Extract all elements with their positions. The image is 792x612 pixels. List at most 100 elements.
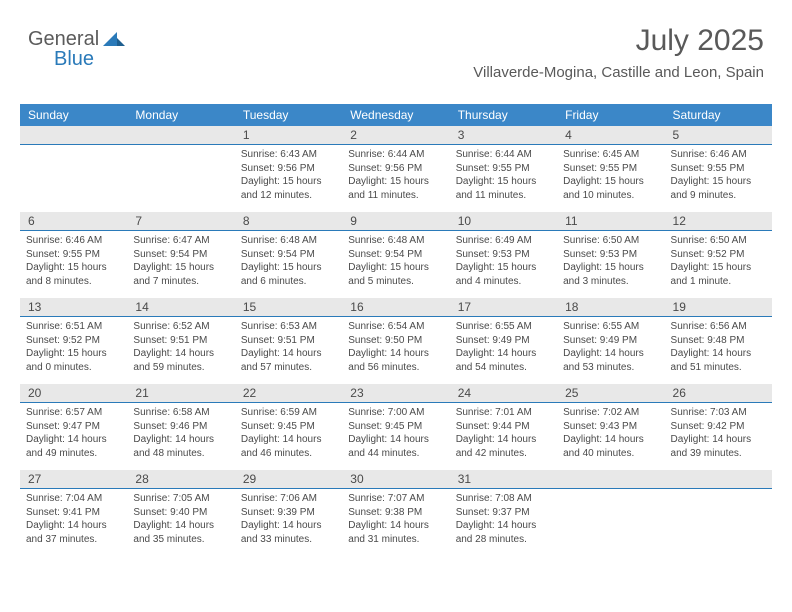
day-header-monday: Monday: [127, 104, 234, 126]
day-detail-line: Sunset: 9:50 PM: [348, 334, 443, 348]
day-number: 19: [665, 298, 772, 317]
day-detail-line: Sunrise: 7:04 AM: [26, 492, 121, 506]
day-number: 24: [450, 384, 557, 403]
day-detail-line: Sunrise: 6:57 AM: [26, 406, 121, 420]
day-details: Sunrise: 6:51 AMSunset: 9:52 PMDaylight:…: [20, 317, 127, 380]
day-number: 11: [557, 212, 664, 231]
day-detail-line: and 42 minutes.: [456, 447, 551, 461]
day-detail-line: Sunset: 9:49 PM: [563, 334, 658, 348]
day-detail-line: and 10 minutes.: [563, 189, 658, 203]
day-detail-line: Sunrise: 7:05 AM: [133, 492, 228, 506]
day-detail-line: Sunset: 9:55 PM: [563, 162, 658, 176]
day-details: Sunrise: 6:44 AMSunset: 9:56 PMDaylight:…: [342, 145, 449, 208]
day-details: Sunrise: 6:44 AMSunset: 9:55 PMDaylight:…: [450, 145, 557, 208]
day-details: Sunrise: 7:01 AMSunset: 9:44 PMDaylight:…: [450, 403, 557, 466]
day-detail-line: and 4 minutes.: [456, 275, 551, 289]
day-cell: 16Sunrise: 6:54 AMSunset: 9:50 PMDayligh…: [342, 298, 449, 384]
day-details: Sunrise: 7:08 AMSunset: 9:37 PMDaylight:…: [450, 489, 557, 552]
day-detail-line: and 9 minutes.: [671, 189, 766, 203]
day-cell: 30Sunrise: 7:07 AMSunset: 9:38 PMDayligh…: [342, 470, 449, 556]
day-cell: 8Sunrise: 6:48 AMSunset: 9:54 PMDaylight…: [235, 212, 342, 298]
day-detail-line: Daylight: 15 hours: [563, 261, 658, 275]
day-number: 28: [127, 470, 234, 489]
day-number: 3: [450, 126, 557, 145]
day-detail-line: Sunset: 9:51 PM: [241, 334, 336, 348]
day-cell: 2Sunrise: 6:44 AMSunset: 9:56 PMDaylight…: [342, 126, 449, 212]
day-detail-line: Sunrise: 7:02 AM: [563, 406, 658, 420]
day-detail-line: Daylight: 14 hours: [671, 433, 766, 447]
day-details: Sunrise: 6:48 AMSunset: 9:54 PMDaylight:…: [342, 231, 449, 294]
day-header-tuesday: Tuesday: [235, 104, 342, 126]
day-detail-line: and 5 minutes.: [348, 275, 443, 289]
day-detail-line: Sunset: 9:56 PM: [241, 162, 336, 176]
day-detail-line: and 3 minutes.: [563, 275, 658, 289]
day-detail-line: Sunset: 9:39 PM: [241, 506, 336, 520]
day-detail-line: Sunset: 9:45 PM: [241, 420, 336, 434]
day-detail-line: and 31 minutes.: [348, 533, 443, 547]
day-header-thursday: Thursday: [450, 104, 557, 126]
day-detail-line: and 56 minutes.: [348, 361, 443, 375]
day-number: [20, 126, 127, 145]
day-cell: 26Sunrise: 7:03 AMSunset: 9:42 PMDayligh…: [665, 384, 772, 470]
day-details: Sunrise: 6:46 AMSunset: 9:55 PMDaylight:…: [20, 231, 127, 294]
week-row: 6Sunrise: 6:46 AMSunset: 9:55 PMDaylight…: [20, 212, 772, 298]
day-details: Sunrise: 7:00 AMSunset: 9:45 PMDaylight:…: [342, 403, 449, 466]
day-details: Sunrise: 6:58 AMSunset: 9:46 PMDaylight:…: [127, 403, 234, 466]
day-detail-line: and 40 minutes.: [563, 447, 658, 461]
day-cell: 11Sunrise: 6:50 AMSunset: 9:53 PMDayligh…: [557, 212, 664, 298]
day-detail-line: Daylight: 15 hours: [133, 261, 228, 275]
day-cell: 10Sunrise: 6:49 AMSunset: 9:53 PMDayligh…: [450, 212, 557, 298]
day-detail-line: and 57 minutes.: [241, 361, 336, 375]
day-number: 17: [450, 298, 557, 317]
day-detail-line: Sunrise: 6:59 AM: [241, 406, 336, 420]
day-detail-line: and 59 minutes.: [133, 361, 228, 375]
day-detail-line: Sunrise: 6:44 AM: [456, 148, 551, 162]
brand-logo: General Blue: [28, 28, 125, 51]
day-detail-line: Sunrise: 6:52 AM: [133, 320, 228, 334]
day-detail-line: Daylight: 14 hours: [456, 519, 551, 533]
day-detail-line: Sunset: 9:44 PM: [456, 420, 551, 434]
day-detail-line: Sunrise: 6:50 AM: [671, 234, 766, 248]
day-details: Sunrise: 6:47 AMSunset: 9:54 PMDaylight:…: [127, 231, 234, 294]
day-cell: [557, 470, 664, 556]
day-cell: 27Sunrise: 7:04 AMSunset: 9:41 PMDayligh…: [20, 470, 127, 556]
day-detail-line: Daylight: 15 hours: [26, 347, 121, 361]
day-detail-line: Daylight: 14 hours: [563, 347, 658, 361]
day-detail-line: Sunrise: 7:01 AM: [456, 406, 551, 420]
day-detail-line: Sunrise: 6:54 AM: [348, 320, 443, 334]
day-cell: 20Sunrise: 6:57 AMSunset: 9:47 PMDayligh…: [20, 384, 127, 470]
day-details: Sunrise: 6:53 AMSunset: 9:51 PMDaylight:…: [235, 317, 342, 380]
day-details: Sunrise: 6:49 AMSunset: 9:53 PMDaylight:…: [450, 231, 557, 294]
day-detail-line: Sunset: 9:55 PM: [671, 162, 766, 176]
day-detail-line: and 0 minutes.: [26, 361, 121, 375]
day-details: Sunrise: 6:55 AMSunset: 9:49 PMDaylight:…: [557, 317, 664, 380]
day-detail-line: Sunrise: 6:53 AM: [241, 320, 336, 334]
day-number: 27: [20, 470, 127, 489]
day-number: 22: [235, 384, 342, 403]
day-details: Sunrise: 6:55 AMSunset: 9:49 PMDaylight:…: [450, 317, 557, 380]
day-detail-line: Sunrise: 6:50 AM: [563, 234, 658, 248]
day-detail-line: Sunrise: 6:47 AM: [133, 234, 228, 248]
day-detail-line: Sunset: 9:49 PM: [456, 334, 551, 348]
day-detail-line: and 8 minutes.: [26, 275, 121, 289]
day-cell: 12Sunrise: 6:50 AMSunset: 9:52 PMDayligh…: [665, 212, 772, 298]
month-title: July 2025: [473, 24, 764, 58]
day-details: Sunrise: 7:04 AMSunset: 9:41 PMDaylight:…: [20, 489, 127, 552]
day-detail-line: Daylight: 15 hours: [241, 261, 336, 275]
day-cell: 19Sunrise: 6:56 AMSunset: 9:48 PMDayligh…: [665, 298, 772, 384]
day-cell: 23Sunrise: 7:00 AMSunset: 9:45 PMDayligh…: [342, 384, 449, 470]
day-details: Sunrise: 7:06 AMSunset: 9:39 PMDaylight:…: [235, 489, 342, 552]
day-detail-line: Sunset: 9:47 PM: [26, 420, 121, 434]
day-detail-line: Daylight: 15 hours: [456, 261, 551, 275]
day-detail-line: Sunrise: 6:46 AM: [671, 148, 766, 162]
day-details: Sunrise: 6:45 AMSunset: 9:55 PMDaylight:…: [557, 145, 664, 208]
day-details: Sunrise: 6:48 AMSunset: 9:54 PMDaylight:…: [235, 231, 342, 294]
day-cell: 21Sunrise: 6:58 AMSunset: 9:46 PMDayligh…: [127, 384, 234, 470]
brand-triangle-icon: [103, 28, 125, 51]
day-cell: 9Sunrise: 6:48 AMSunset: 9:54 PMDaylight…: [342, 212, 449, 298]
day-detail-line: Sunrise: 6:51 AM: [26, 320, 121, 334]
day-detail-line: Daylight: 14 hours: [133, 347, 228, 361]
day-cell: 3Sunrise: 6:44 AMSunset: 9:55 PMDaylight…: [450, 126, 557, 212]
day-detail-line: Daylight: 14 hours: [133, 433, 228, 447]
day-detail-line: Sunrise: 6:46 AM: [26, 234, 121, 248]
